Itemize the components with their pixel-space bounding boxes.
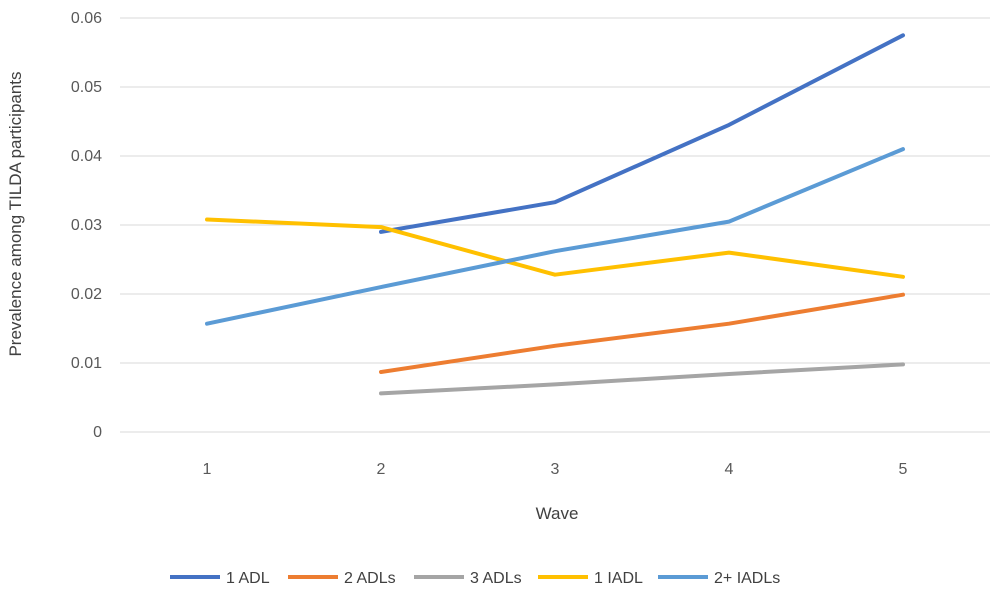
legend-item: 3 ADLs xyxy=(414,570,522,587)
x-tick-label: 3 xyxy=(551,461,560,478)
y-tick-label: 0.02 xyxy=(71,286,102,303)
series-line-2-adls xyxy=(379,292,905,374)
y-tick-label: 0.06 xyxy=(71,10,102,27)
y-tick-label: 0.05 xyxy=(71,79,102,96)
series-line-1-iadl xyxy=(205,217,905,279)
legend-item: 2+ IADLs xyxy=(658,570,780,587)
legend: 1 ADL 2 ADLs 3 ADLs 1 IADL 2+ IADLs xyxy=(170,570,780,587)
legend-label: 3 ADLs xyxy=(470,570,522,587)
series-line-2-iadls xyxy=(205,147,905,326)
legend-item: 1 ADL xyxy=(170,570,270,587)
series-line-3-adls xyxy=(379,362,905,396)
y-tick-label: 0.01 xyxy=(71,355,102,372)
y-tick-label: 0.03 xyxy=(71,217,102,234)
legend-item: 1 IADL xyxy=(538,570,643,587)
legend-label: 2 ADLs xyxy=(344,570,396,587)
y-axis-ticks: 0 0.01 0.02 0.03 0.04 0.05 0.06 xyxy=(71,10,102,441)
x-tick-label: 4 xyxy=(725,461,734,478)
series-line-1-adl xyxy=(379,33,905,234)
legend-label: 2+ IADLs xyxy=(714,570,780,587)
series-lines xyxy=(205,33,905,396)
x-tick-label: 5 xyxy=(899,461,908,478)
legend-item: 2 ADLs xyxy=(288,570,396,587)
x-tick-label: 1 xyxy=(203,461,212,478)
legend-label: 1 ADL xyxy=(226,570,270,587)
gridlines xyxy=(120,17,990,433)
legend-label: 1 IADL xyxy=(594,570,643,587)
x-axis-title: Wave xyxy=(536,504,579,523)
x-axis-ticks: 1 2 3 4 5 xyxy=(203,461,908,478)
y-tick-label: 0 xyxy=(93,424,102,441)
y-axis-title: Prevalence among TILDA participants xyxy=(6,71,25,356)
x-tick-label: 2 xyxy=(377,461,386,478)
y-tick-label: 0.04 xyxy=(71,148,102,165)
